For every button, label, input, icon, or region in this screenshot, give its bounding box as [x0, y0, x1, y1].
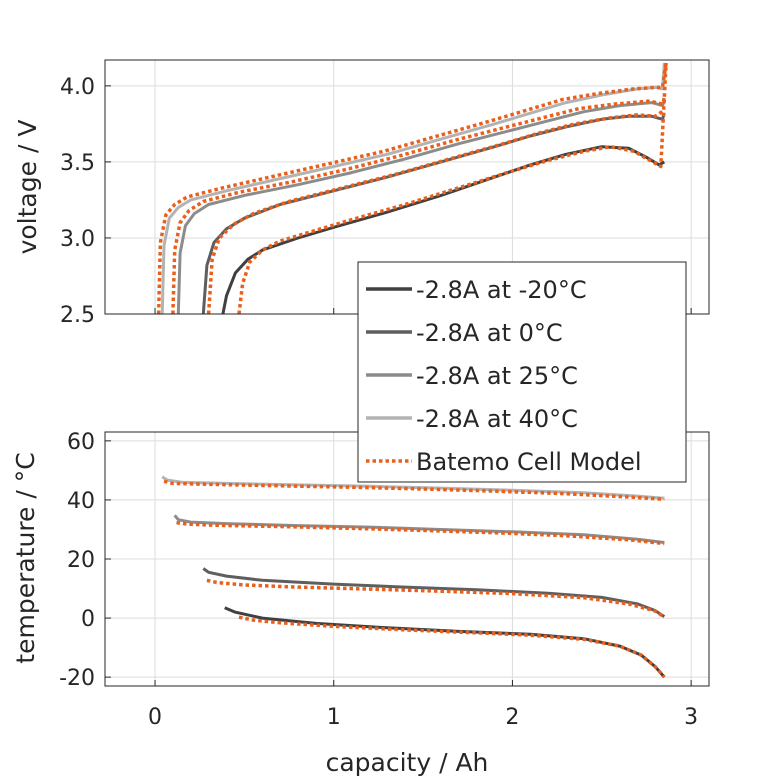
temperature-series [161, 475, 666, 679]
temperature-xtick-label: 2 [505, 705, 519, 730]
temperature-series-line-4-2 [176, 520, 665, 546]
temperature-series-line-4-3 [163, 479, 665, 502]
voltage-series-line-4-2 [171, 97, 666, 314]
voltage-series-line-0 [221, 145, 666, 314]
legend-label-4: Batemo Cell Model [416, 448, 642, 476]
voltage-series [156, 62, 668, 314]
temperature-ylabel: temperature / °C [11, 452, 40, 663]
legend-label-2: -2.8A at 25°C [416, 362, 578, 390]
voltage-series-line-2 [176, 100, 666, 314]
temperature-series-line-1 [202, 567, 666, 618]
temperature-ytick-label: 60 [67, 430, 95, 455]
temperature-series-line-2 [173, 514, 665, 544]
capacity-xlabel: capacity / Ah [326, 748, 489, 777]
legend-label-1: -2.8A at 0°C [416, 319, 563, 347]
legend: -2.8A at -20°C -2.8A at 0°C -2.8A at 25°C -… [357, 261, 687, 483]
temperature-ticks: 0 1 2 3 -20 0 20 40 60 [59, 430, 698, 730]
temperature-ytick-label: 40 [67, 489, 95, 514]
temperature-xtick-label: 3 [684, 705, 698, 730]
voltage-ytick-label: 4.0 [60, 75, 95, 100]
voltage-series-line-4-3 [156, 62, 668, 314]
voltage-series-line-4-1 [206, 108, 666, 314]
voltage-ticks: 2.5 3.0 3.5 4.0 [60, 75, 692, 328]
temperature-series-line-4-1 [206, 578, 666, 619]
voltage-panel: 2.5 3.0 3.5 4.0 voltage / V [13, 59, 710, 328]
legend-label-3: -2.8A at 40°C [416, 405, 578, 433]
temperature-ytick-label: -20 [59, 666, 95, 691]
legend-label-0: -2.8A at -20°C [416, 276, 587, 304]
temperature-ytick-label: 20 [67, 548, 95, 573]
voltage-grid [105, 60, 709, 315]
voltage-ytick-label: 3.5 [60, 151, 95, 176]
voltage-ytick-label: 2.5 [60, 303, 95, 328]
legend-box [357, 261, 687, 483]
voltage-ytick-label: 3.0 [60, 227, 95, 252]
temperature-ytick-label: 0 [81, 607, 95, 632]
temperature-xtick-label: 1 [327, 705, 341, 730]
voltage-series-line-4-0 [237, 62, 668, 314]
voltage-ylabel: voltage / V [13, 120, 42, 255]
temperature-xtick-label: 0 [148, 705, 162, 730]
